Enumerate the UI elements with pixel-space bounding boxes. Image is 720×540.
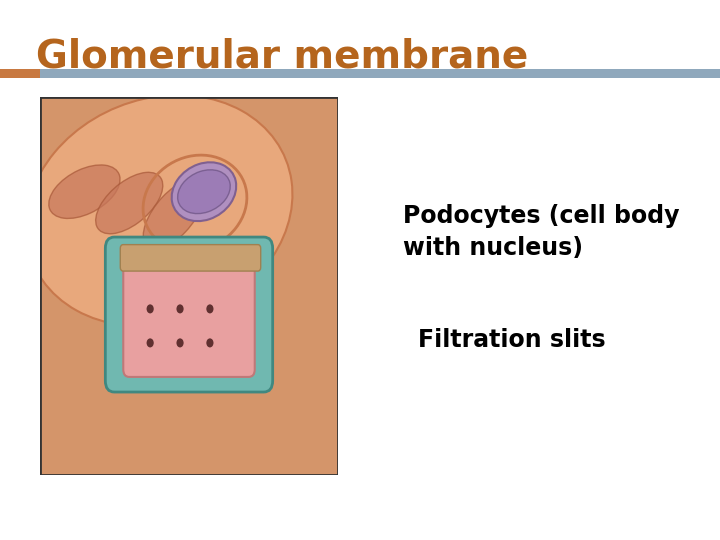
FancyBboxPatch shape: [40, 69, 720, 78]
Ellipse shape: [96, 172, 163, 234]
Circle shape: [147, 339, 154, 347]
FancyBboxPatch shape: [123, 256, 255, 377]
FancyBboxPatch shape: [105, 237, 273, 392]
Text: Glomerular membrane: Glomerular membrane: [36, 38, 528, 76]
FancyBboxPatch shape: [40, 97, 338, 475]
Circle shape: [207, 339, 214, 347]
Ellipse shape: [178, 170, 230, 214]
Text: Filtration slits: Filtration slits: [418, 328, 606, 352]
Ellipse shape: [49, 165, 120, 219]
Ellipse shape: [26, 95, 292, 326]
Circle shape: [176, 339, 184, 347]
Text: Podocytes (cell body
with nucleus): Podocytes (cell body with nucleus): [403, 205, 680, 260]
Circle shape: [147, 305, 154, 313]
FancyBboxPatch shape: [0, 69, 40, 78]
Circle shape: [176, 305, 184, 313]
FancyBboxPatch shape: [120, 245, 261, 271]
Circle shape: [207, 305, 214, 313]
Ellipse shape: [171, 163, 236, 221]
Ellipse shape: [143, 179, 205, 249]
